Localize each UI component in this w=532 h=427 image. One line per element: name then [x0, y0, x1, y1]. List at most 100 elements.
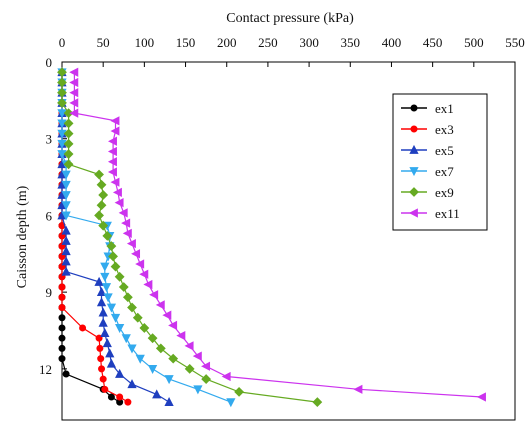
- data-point-ex7: [110, 313, 121, 323]
- data-point-ex11: [114, 198, 124, 208]
- data-point-ex11: [121, 218, 131, 228]
- data-point-ex7: [61, 180, 71, 190]
- data-point-ex11: [112, 187, 122, 198]
- data-point-ex9: [114, 271, 125, 282]
- legend-item-ex5: ex5: [401, 143, 454, 158]
- data-point-ex9: [63, 128, 74, 139]
- data-point-ex11: [107, 146, 117, 157]
- data-point-ex11: [184, 341, 194, 351]
- data-point-ex9: [94, 169, 104, 180]
- data-point-ex7: [61, 211, 71, 221]
- x-tick-label: 100: [135, 35, 155, 50]
- data-point-ex11: [201, 361, 211, 371]
- data-point-ex7: [57, 119, 67, 129]
- data-point-ex5: [61, 235, 71, 245]
- legend-item-ex11: ex11: [401, 206, 460, 221]
- data-point-ex11: [192, 351, 202, 361]
- data-point-ex9: [108, 251, 118, 262]
- data-point-ex7: [103, 293, 113, 303]
- data-point-ex9: [201, 374, 212, 384]
- data-point-ex9: [147, 333, 158, 344]
- data-point-ex11: [143, 279, 153, 290]
- data-point-ex9: [57, 67, 67, 78]
- series-line-ex7: [61, 72, 232, 403]
- x-tick-label: 150: [176, 35, 196, 50]
- data-point-ex7: [61, 191, 71, 201]
- data-point-ex11: [107, 167, 117, 177]
- data-point-ex1: [58, 344, 66, 352]
- legend: ex1 ex3 ex5 ex7 ex9 ex11: [392, 93, 488, 231]
- data-point-ex5: [115, 368, 125, 378]
- data-point-ex7: [226, 398, 236, 408]
- data-point-ex3: [124, 398, 132, 406]
- data-point-ex9: [63, 159, 74, 170]
- data-point-ex7: [106, 303, 117, 313]
- data-point-ex7: [147, 364, 158, 374]
- x-axis: 0 50 100 150 200 250 300 350 400 450 500 550: [59, 35, 525, 67]
- x-tick-label: 350: [341, 35, 361, 50]
- series-ex9: [57, 67, 323, 408]
- data-point-ex9: [96, 179, 107, 190]
- data-point-ex9: [312, 397, 323, 408]
- data-point-ex3: [58, 293, 66, 301]
- data-point-ex1: [107, 393, 115, 401]
- data-point-ex1: [58, 314, 66, 322]
- data-point-ex9: [96, 200, 107, 211]
- legend-marker: [410, 104, 418, 112]
- data-point-ex11: [176, 330, 186, 341]
- legend-marker: [408, 208, 418, 218]
- legend-marker: [409, 167, 419, 177]
- data-point-ex7: [61, 170, 71, 180]
- data-point-ex9: [127, 302, 137, 313]
- data-point-ex11: [69, 77, 79, 88]
- data-point-ex3: [97, 355, 105, 363]
- data-point-ex9: [57, 87, 67, 98]
- data-point-ex7: [135, 354, 145, 364]
- data-point-ex7: [127, 344, 137, 354]
- data-point-ex9: [102, 230, 113, 241]
- legend-item-ex3: ex3: [401, 122, 454, 137]
- legend-label: ex1: [435, 101, 454, 116]
- data-point-ex5: [127, 379, 137, 389]
- legend-label: ex5: [435, 143, 454, 158]
- data-point-ex9: [57, 98, 67, 108]
- x-tick-label: 400: [382, 35, 402, 50]
- data-point-ex3: [116, 393, 124, 401]
- data-point-ex7: [115, 324, 125, 334]
- y-tick-label: 6: [46, 208, 53, 223]
- x-tick-label: 0: [59, 35, 66, 50]
- data-point-ex9: [63, 149, 74, 159]
- data-point-ex9: [63, 138, 74, 149]
- data-point-ex7: [121, 334, 131, 344]
- data-point-ex11: [110, 126, 120, 136]
- data-point-ex11: [107, 136, 117, 146]
- data-point-ex5: [152, 389, 162, 399]
- data-point-ex1: [58, 355, 66, 363]
- data-point-ex9: [184, 363, 195, 374]
- data-point-ex11: [118, 208, 128, 218]
- x-tick-label: 250: [258, 35, 278, 50]
- data-point-ex11: [135, 259, 145, 269]
- legend-item-ex9: ex9: [401, 185, 454, 200]
- data-point-ex5: [94, 276, 104, 286]
- data-point-ex5: [164, 397, 174, 406]
- data-point-ex7: [100, 272, 110, 282]
- legend-marker: [410, 125, 418, 133]
- data-point-ex11: [155, 300, 165, 310]
- data-point-ex9: [63, 108, 74, 119]
- data-point-ex7: [57, 129, 67, 139]
- data-point-ex5: [96, 297, 107, 307]
- data-point-ex1: [62, 370, 70, 378]
- x-tick-label: 500: [464, 35, 484, 50]
- data-point-ex11: [69, 67, 79, 77]
- series-ex11: [69, 67, 486, 402]
- data-point-ex11: [221, 371, 231, 382]
- data-point-ex5: [61, 256, 71, 266]
- data-point-ex5: [61, 266, 71, 276]
- y-tick-label: 9: [46, 285, 53, 300]
- data-point-ex5: [61, 225, 71, 235]
- y-tick-label: 3: [46, 132, 53, 147]
- y-axis-title: Caisson depth (m): [15, 185, 30, 288]
- data-point-ex9: [106, 241, 117, 252]
